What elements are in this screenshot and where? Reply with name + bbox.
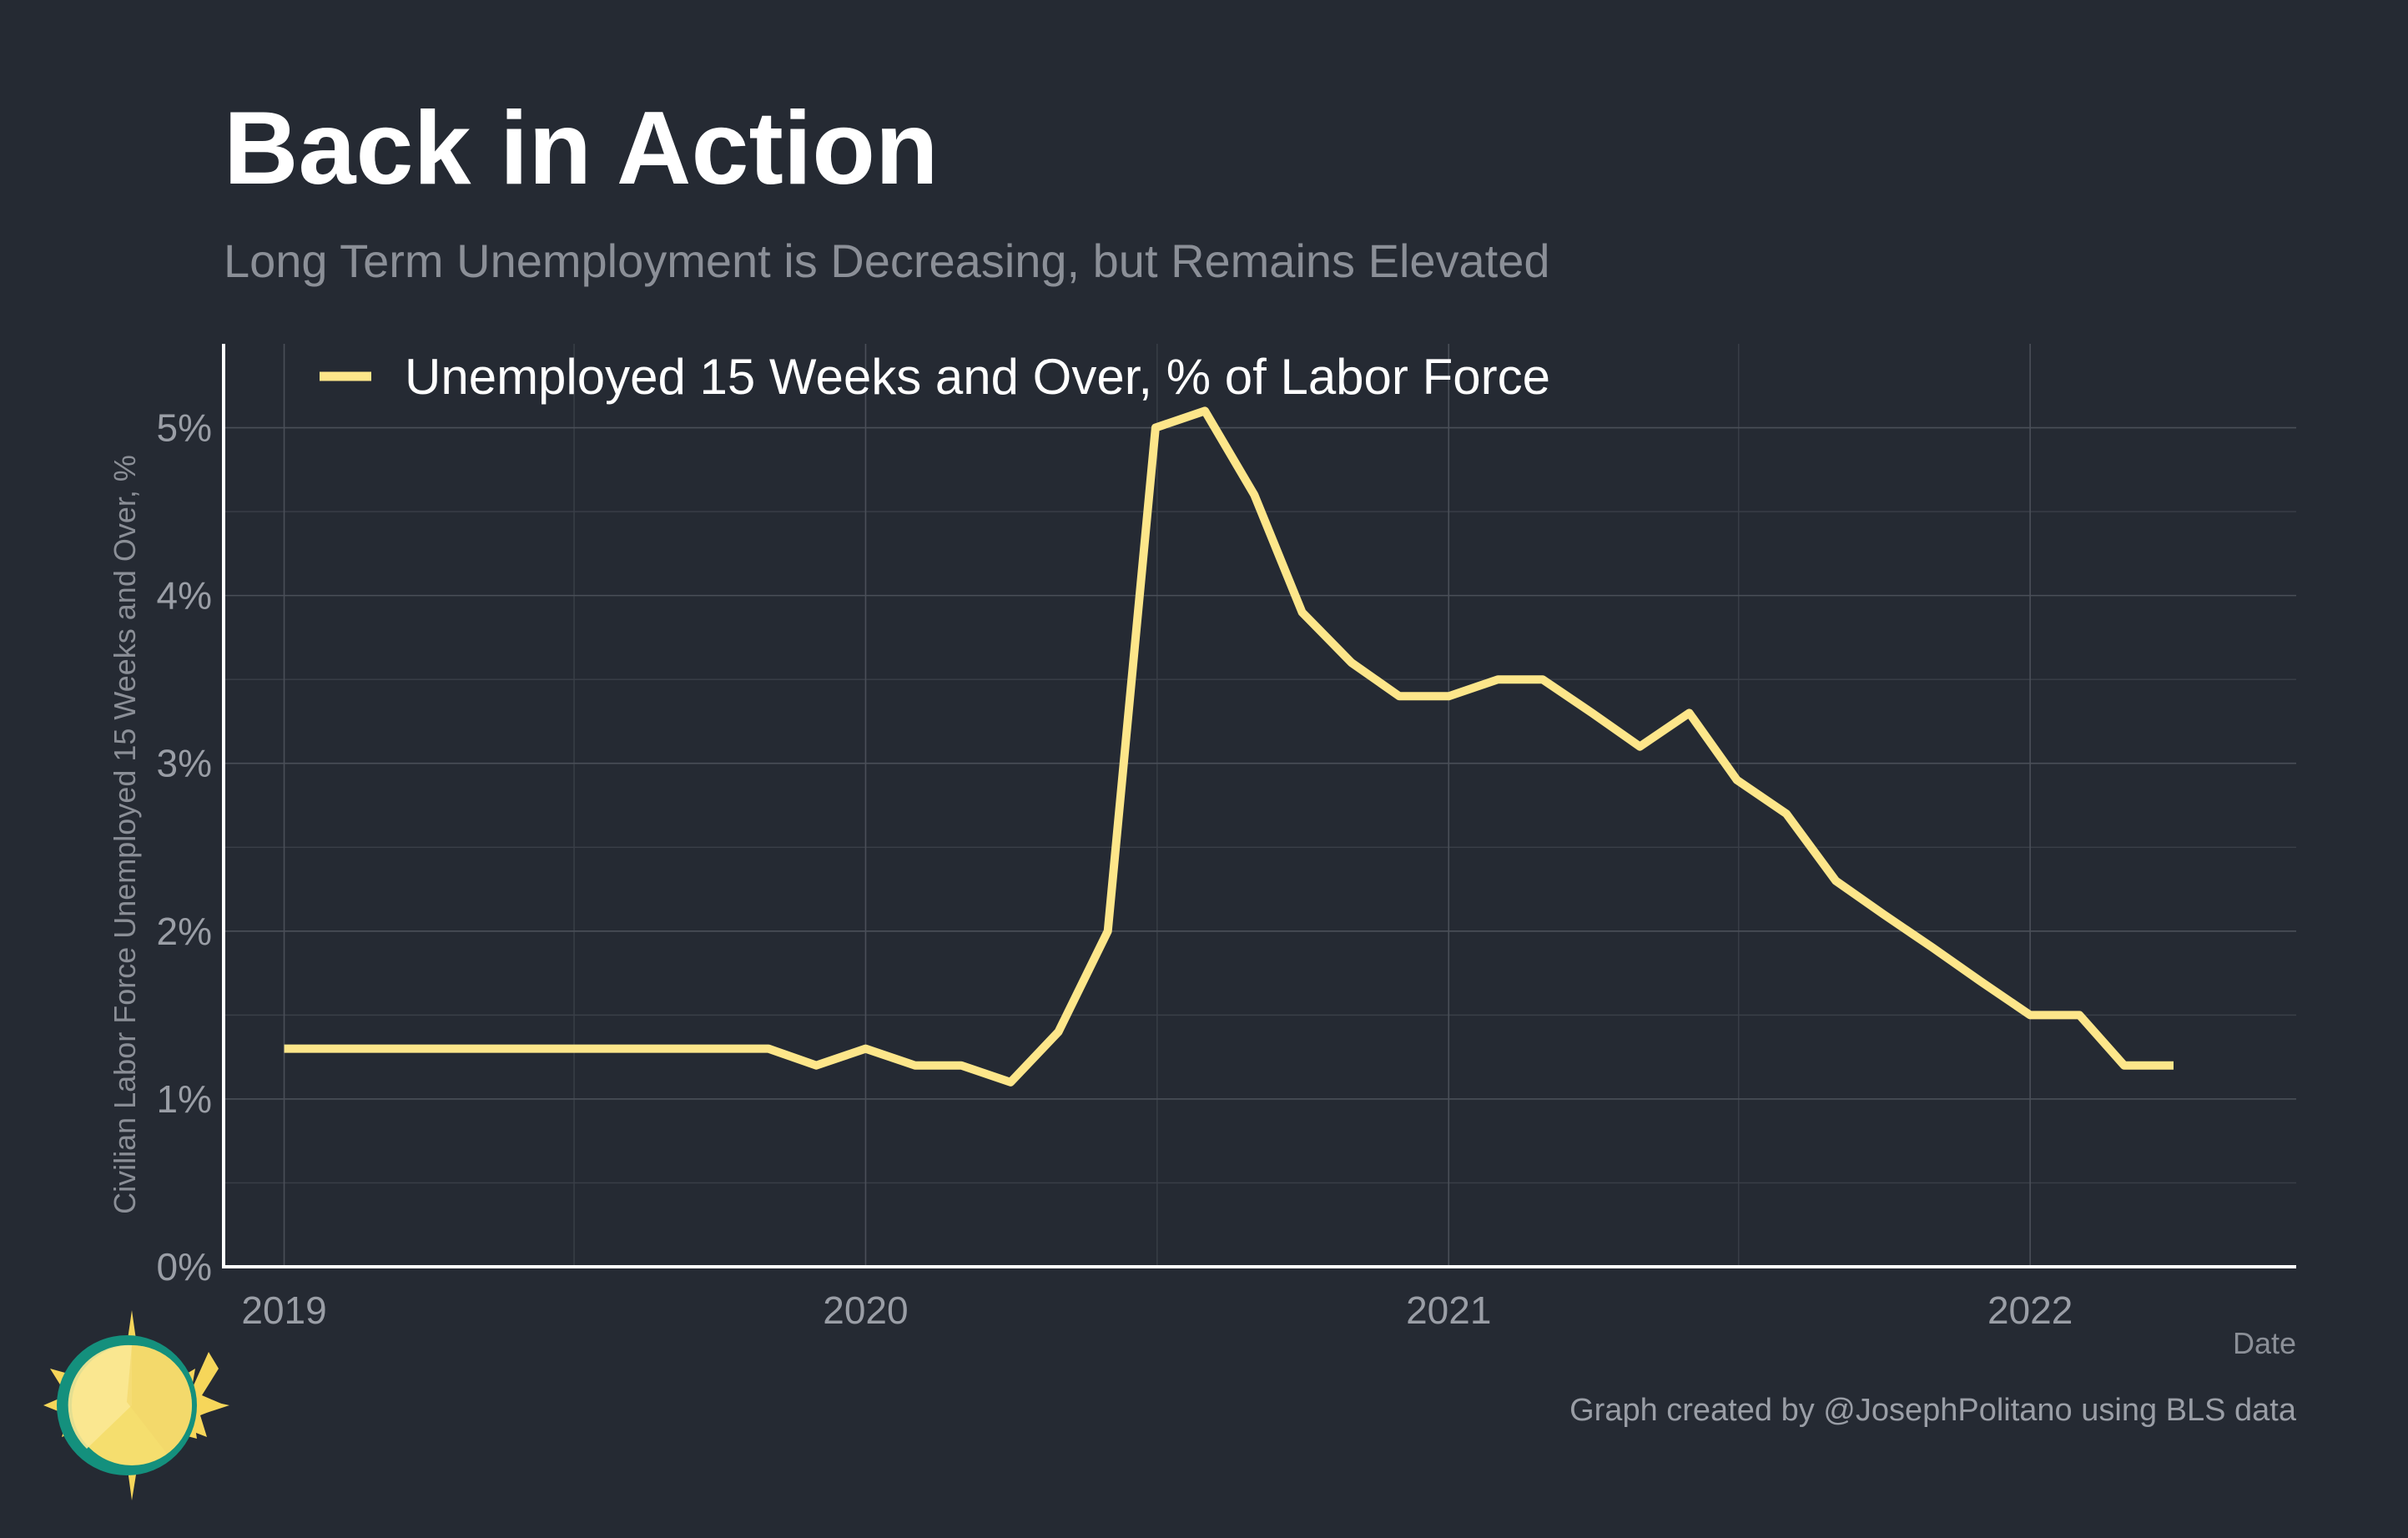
source-caption: Graph created by @JosephPolitano using B…	[1569, 1393, 2297, 1428]
y-tick-label: 4%	[157, 574, 212, 618]
series-line-0	[284, 406, 2174, 1087]
minor-gridlines-vertical	[573, 344, 1740, 1267]
major-gridlines-vertical	[283, 344, 2031, 1267]
x-tick-label: 2022	[1987, 1288, 2073, 1332]
y-tick-labels: 0% 1% 2% 3% 4% 5%	[157, 406, 212, 1288]
sun-logo-icon	[43, 1310, 229, 1500]
chart-subtitle: Long Term Unemployment is Decreasing, bu…	[224, 234, 1550, 287]
y-tick-label: 0%	[157, 1245, 212, 1288]
x-tick-label: 2021	[1406, 1288, 1491, 1332]
y-tick-label: 3%	[157, 742, 212, 785]
x-axis-title: Date	[2233, 1326, 2296, 1360]
series-layer	[284, 406, 2174, 1087]
x-tick-label: 2020	[823, 1288, 908, 1332]
x-tick-label: 2019	[241, 1288, 326, 1332]
y-tick-label: 5%	[157, 406, 212, 450]
major-gridlines-horizontal	[224, 426, 2296, 1100]
y-axis-title: Civilian Labor Force Unemployed 15 Weeks…	[108, 455, 142, 1214]
chart-title: Back in Action	[224, 91, 939, 206]
legend: Unemployed 15 Weeks and Over, % of Labor…	[320, 349, 1550, 405]
legend-label: Unemployed 15 Weeks and Over, % of Labor…	[405, 349, 1550, 405]
y-tick-label: 2%	[157, 910, 212, 953]
x-tick-labels: 2019 2020 2021 2022	[241, 1288, 2073, 1332]
minor-gridlines-horizontal	[224, 511, 2296, 1184]
y-tick-label: 1%	[157, 1077, 212, 1121]
